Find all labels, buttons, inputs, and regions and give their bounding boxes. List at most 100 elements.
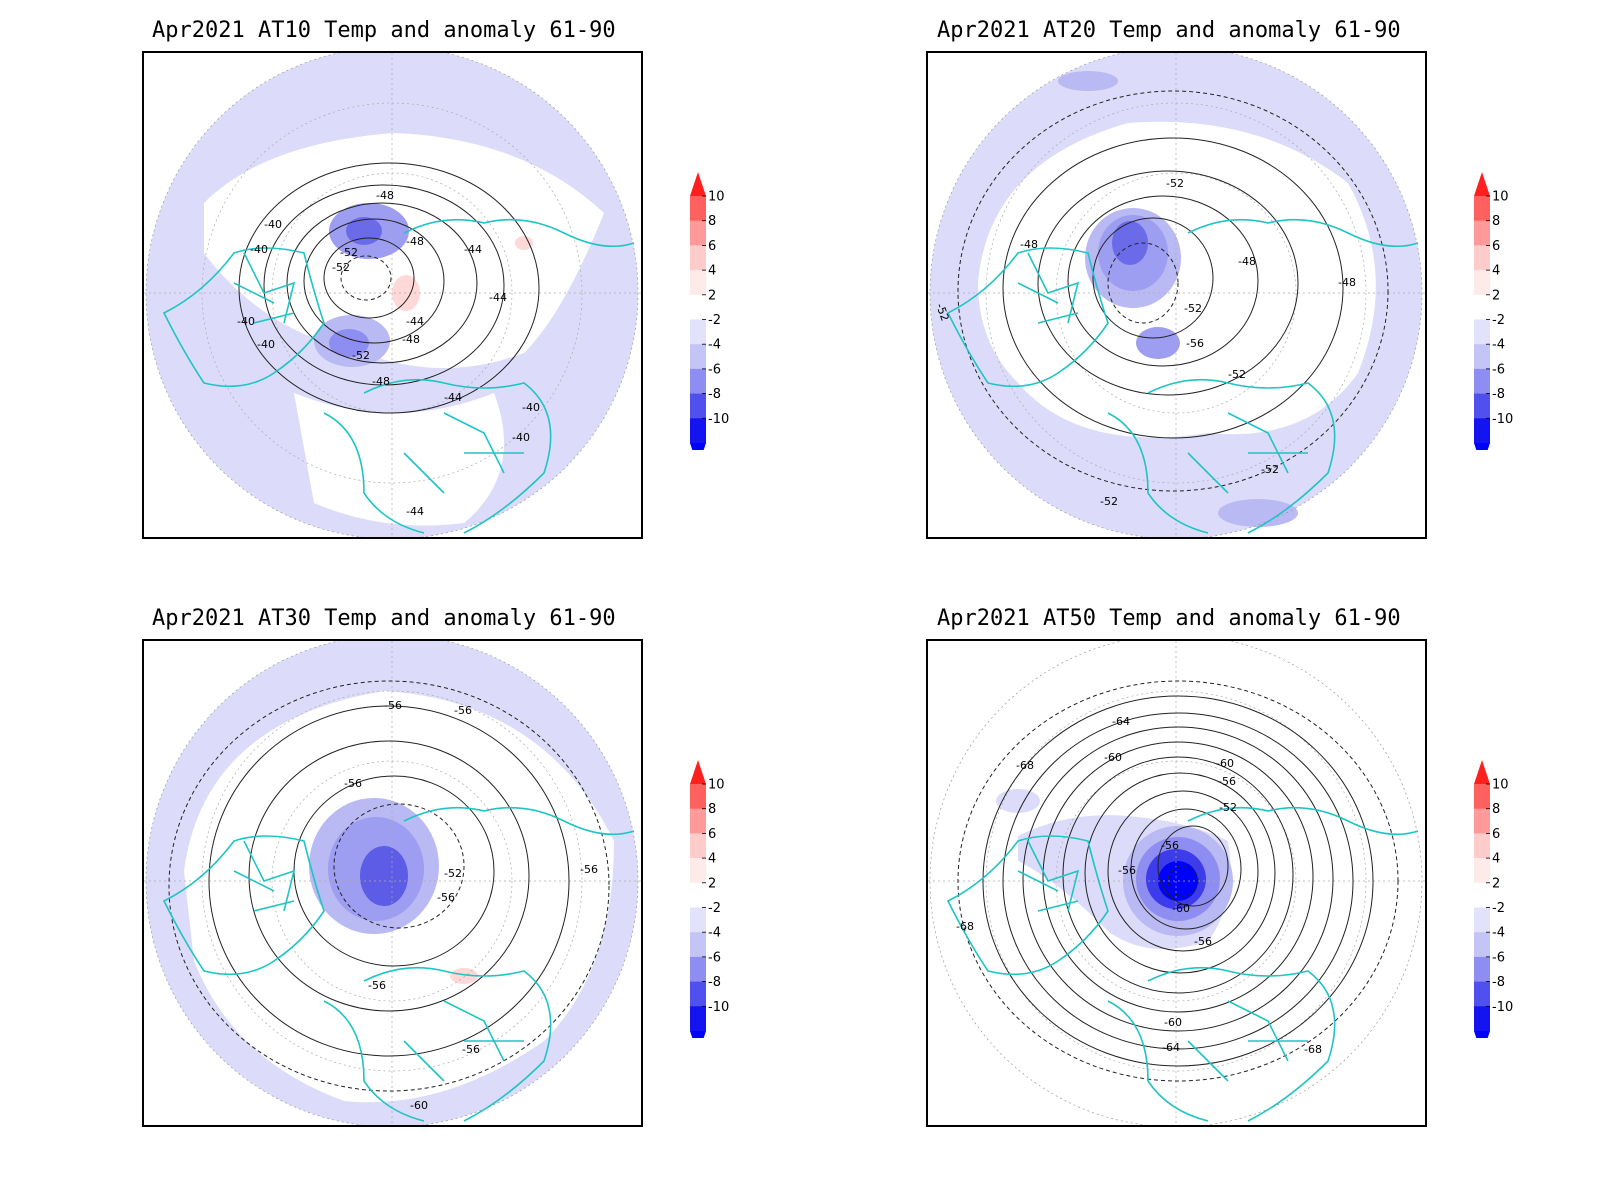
colorbar-label: -2	[708, 313, 721, 328]
colorbar-label: 4	[708, 852, 716, 867]
colorbar-label: -10	[1492, 412, 1513, 427]
map-frame: -52 -48 -48 -48 -52 -56 -52 -52 -52 -52	[926, 51, 1427, 539]
contour-label: -44	[444, 391, 462, 404]
map-frame: -56 -56 -56 -52 -56 -56 -56 -56 -60	[142, 639, 643, 1127]
colorbar-bottom-arrow	[690, 443, 706, 450]
colorbar-top-arrow	[690, 760, 706, 784]
colorbar-swatch	[690, 418, 706, 444]
colorbar-swatch	[690, 196, 706, 222]
colorbar-label: 2	[708, 876, 716, 891]
panel-title: Apr2021 AT20 Temp and anomaly 61-90	[937, 18, 1401, 43]
colorbar-swatch	[690, 932, 706, 958]
colorbar-label: -2	[708, 901, 721, 916]
colorbar-label: -8	[708, 387, 721, 402]
colorbar-swatch	[1474, 981, 1490, 1007]
contour-labels: -64 -60 -60 -56 -52 -68 -56 -56 -60 -56 …	[956, 715, 1322, 1056]
colorbar-top-arrow	[1474, 172, 1490, 196]
colorbar-label: -4	[1492, 926, 1505, 941]
contour-label: -48	[402, 333, 420, 346]
colorbar-bottom-arrow	[690, 1031, 706, 1038]
colorbar-at30: 10 8 6 4 2 -2 -4 -6 -8 -10	[690, 760, 729, 1038]
map-frame: -40 -40 -40 -40 -44 -44 -44 -44 -48 -48 …	[142, 51, 643, 539]
colorbar-swatch	[690, 858, 706, 884]
contour-label: -44	[406, 315, 424, 328]
colorbar-label: 6	[708, 239, 716, 254]
contour-label: -56	[1194, 935, 1212, 948]
colorbar-label: -2	[1492, 313, 1505, 328]
colorbar-label: -6	[1492, 362, 1505, 377]
contour-labels: -56 -56 -56 -52 -56 -56 -56 -56 -60	[344, 699, 598, 1112]
colorbar-at20: 10 8 6 4 2 -2 -4 -6 -8 -10	[1474, 172, 1513, 450]
contour-label: -64	[1112, 715, 1130, 728]
colorbar-label: -8	[1492, 975, 1505, 990]
colorbar-label: 4	[1492, 264, 1500, 279]
colorbar-label: 10	[708, 190, 725, 205]
colorbar-swatch	[1474, 344, 1490, 370]
contour-label: -56	[454, 704, 472, 717]
colorbar-label: 4	[1492, 852, 1500, 867]
colorbar-label: -10	[1492, 1000, 1513, 1015]
contour-label: -56	[1186, 337, 1204, 350]
colorbar-label: -10	[708, 412, 729, 427]
colorbar-swatch	[1474, 956, 1490, 983]
colorbar-swatch	[1474, 418, 1490, 444]
colorbar-swatch	[690, 981, 706, 1007]
colorbar-label: 2	[708, 288, 716, 303]
contour-label: -52	[352, 349, 370, 362]
contour-label: -52	[340, 246, 358, 259]
contour-label: -68	[956, 920, 974, 933]
colorbar-label: 8	[1492, 214, 1500, 229]
colorbar-swatch	[690, 294, 706, 320]
contour-label: -48	[1020, 238, 1038, 251]
contour-label: -52	[1184, 302, 1202, 315]
contour-label: -52	[1228, 368, 1246, 381]
colorbar-swatch	[690, 808, 706, 834]
colorbar-swatch	[690, 245, 706, 271]
contour-label: -48	[376, 189, 394, 202]
map-frame: -64 -60 -60 -56 -52 -68 -56 -56 -60 -56 …	[926, 639, 1427, 1127]
contour-label: -40	[250, 243, 268, 256]
colorbar-label: 2	[1492, 876, 1500, 891]
contour-label: -56	[580, 863, 598, 876]
colorbar-top-arrow	[1474, 760, 1490, 784]
polar-map-at50: -64 -60 -60 -56 -52 -68 -56 -56 -60 -56 …	[928, 641, 1425, 1125]
contour-label: -56	[462, 1043, 480, 1056]
colorbar-label: -8	[1492, 387, 1505, 402]
polar-map-at20: -52 -48 -48 -48 -52 -56 -52 -52 -52 -52	[928, 53, 1425, 537]
colorbar-label: 8	[708, 802, 716, 817]
contour-label: -44	[464, 243, 482, 256]
contour-label: -48	[1338, 276, 1356, 289]
colorbar-label: -6	[1492, 950, 1505, 965]
colorbar-swatch	[690, 907, 706, 933]
colorbar-swatch	[690, 882, 706, 908]
contour-label: -56	[1161, 839, 1179, 852]
panel-title: Apr2021 AT30 Temp and anomaly 61-90	[152, 606, 616, 631]
contour-label: -52	[1261, 463, 1279, 476]
contour-label: -56	[344, 777, 362, 790]
contour-label: -60	[1216, 757, 1234, 770]
colorbar-label: -4	[1492, 338, 1505, 353]
colorbar-label: 6	[1492, 827, 1500, 842]
colorbar-top-arrow	[690, 172, 706, 196]
contour-label: -40	[512, 431, 530, 444]
colorbar-label: -6	[708, 362, 721, 377]
colorbar-swatch	[1474, 220, 1490, 246]
contour-label: -52	[933, 302, 951, 323]
colorbar-swatch	[1474, 294, 1490, 320]
colorbar-swatch	[690, 368, 706, 395]
panel-title: Apr2021 AT50 Temp and anomaly 61-90	[937, 606, 1401, 631]
colorbar-label: 8	[708, 214, 716, 229]
colorbar-swatch	[690, 393, 706, 419]
contour-label: -56	[1118, 864, 1136, 877]
colorbar-label: 10	[1492, 778, 1509, 793]
colorbar-swatch	[690, 319, 706, 345]
colorbar-swatch	[690, 344, 706, 370]
colorbar-swatch	[690, 220, 706, 246]
colorbar-swatch	[690, 956, 706, 983]
contour-label: -56	[368, 979, 386, 992]
contour-label: -60	[1172, 902, 1190, 915]
colorbar-bottom-arrow	[1474, 1031, 1490, 1038]
colorbar-label: -10	[708, 1000, 729, 1015]
contour-label: -52	[1100, 495, 1118, 508]
contour-label: -52	[1219, 801, 1237, 814]
